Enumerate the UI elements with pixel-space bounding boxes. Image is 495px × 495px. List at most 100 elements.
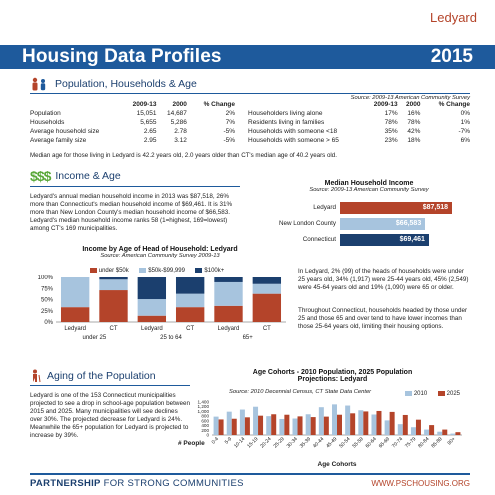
bar-segment [60,277,90,308]
bar [244,417,250,435]
x-tick-label: 90+ [447,436,457,446]
cell: 2.95 [143,137,157,144]
cell: 7% [225,119,235,126]
x-tick-label: 45-49 [325,436,338,449]
table-row: Householders living alone 17% 16% 0% [248,109,470,118]
legend-item: 2025 [437,390,460,397]
income-rule [30,186,240,187]
legend-swatch [89,268,97,273]
bar-segment [137,277,167,300]
x-tick-label: 40-44 [312,436,325,449]
bar [410,427,416,435]
table-row: Average household size 2.65 2.78 -5% [30,127,235,136]
footer: PARTNERSHIP FOR STRONG COMMUNITIES WWW.P… [30,478,470,489]
footer-brand-rest: FOR STRONG COMMUNITIES [100,478,244,489]
cell: 17% [384,110,398,117]
bar [384,420,390,435]
bar [332,404,337,435]
legend-item: 2010 [404,390,428,397]
x-tick-label: Ledyard [64,326,86,332]
bar-segment [214,281,243,306]
bar [442,429,448,435]
row-label: Households [30,119,65,126]
footer-link[interactable]: WWW.PSCHOUSING.ORG [371,479,470,488]
x-tick-label: Ledyard [141,326,163,332]
group-label: under 25 [82,335,106,341]
x-tick-label: 10-14 [233,436,246,449]
bar-segment [99,290,128,322]
y-tick-label: 0 [206,433,209,438]
median-income-source: Source: 2009-13 American Community Surve… [309,187,429,193]
table-row: Average family size 2.95 3.12 -5% [30,136,235,145]
row-label: Average household size [30,128,100,135]
legend-label: $50k-$99,999 [148,267,185,274]
footer-brand: PARTNERSHIP FOR STRONG COMMUNITIES [30,478,244,489]
y-tick-label: 800 [201,414,209,419]
age-paragraph-1: In Ledyard, 2% (99) of the heads of hous… [298,268,469,291]
cell: 23% [384,137,398,144]
legend-label: 2025 [446,390,460,397]
bar [266,416,272,435]
x-tick-label: 20-24 [259,436,272,449]
y-tick-label: 200 [201,428,209,433]
right-col-2000: 2000 [405,101,421,108]
x-tick-label: 5-9 [224,436,234,446]
legend-swatch [437,391,445,396]
aging-section: Aging of the Population [30,369,190,386]
bar-segment [175,307,205,322]
cell: 5,286 [170,119,187,126]
y-tick-label: 50% [41,298,54,304]
bar-segment [252,293,282,322]
population-heading-text: Population, Households & Age [55,78,197,90]
y-axis-label: # People [178,440,205,447]
x-tick-label: 15-19 [246,436,259,449]
group-label: 65+ [243,335,254,341]
bar [424,429,430,435]
y-tick-label: 1,400 [198,400,210,405]
legend-item: $100k+ [195,268,224,274]
aging-paragraph: Ledyard is one of the 153 Connecticut mu… [30,392,190,439]
cell: 2.65 [143,128,157,135]
bar [350,413,356,435]
legend-swatch [139,268,147,273]
bar-segment [99,277,128,280]
table-row: Residents living in families 78% 78% 1% [248,118,470,127]
bar-segment [175,277,205,294]
bar [397,424,403,435]
left-col-change: % Change [203,101,235,108]
cell: 6% [460,137,470,144]
bar-segment [252,277,282,284]
cell: 0% [460,110,470,117]
legend-label: $100k+ [204,267,225,274]
group-label: 25 to 64 [160,335,182,341]
bar-segment [137,315,167,322]
bar [253,406,259,435]
person-cane-icon [33,369,41,383]
median-income-bar: $66,583 [340,218,426,230]
median-income-label: Connecticut [302,236,336,243]
cell: 2% [225,110,235,117]
cell: 2.78 [174,128,187,135]
legend-label: 2010 [413,390,428,397]
cohort-title-2: Projections: Ledyard [297,376,368,383]
population-table-left: 2009-13 2000 % Change Population 15,051 14… [30,100,235,145]
bar [402,414,408,435]
income-age-title: Income by Age of Head of Household: Ledy… [82,246,238,253]
median-income-bar: $87,518 [340,202,453,214]
x-tick-label: Ledyard [218,326,240,332]
table-row: Households with someone <18 35% 42% -7% [248,127,470,136]
cell: 16% [407,110,421,117]
population-section: Population, Households & Age Source: 200… [30,77,470,101]
bar [239,409,245,435]
cell: 1% [460,119,470,126]
population-source: Source: 2009-13 American Community Surve… [350,95,470,101]
cell: 35% [384,128,398,135]
x-tick-label: CT [263,326,271,332]
income-age-chart: 100% 75% 50% 25% 0% Ledyard CT Ledyard CT Ledyard… [38,275,286,341]
bar-segment [214,305,243,322]
row-label: Residents living in families [248,119,325,126]
x-tick-label: 30-34 [286,436,299,449]
cell: 42% [407,128,421,135]
table-row: Households 5,655 5,286 7% [30,118,235,127]
bar [371,414,377,435]
